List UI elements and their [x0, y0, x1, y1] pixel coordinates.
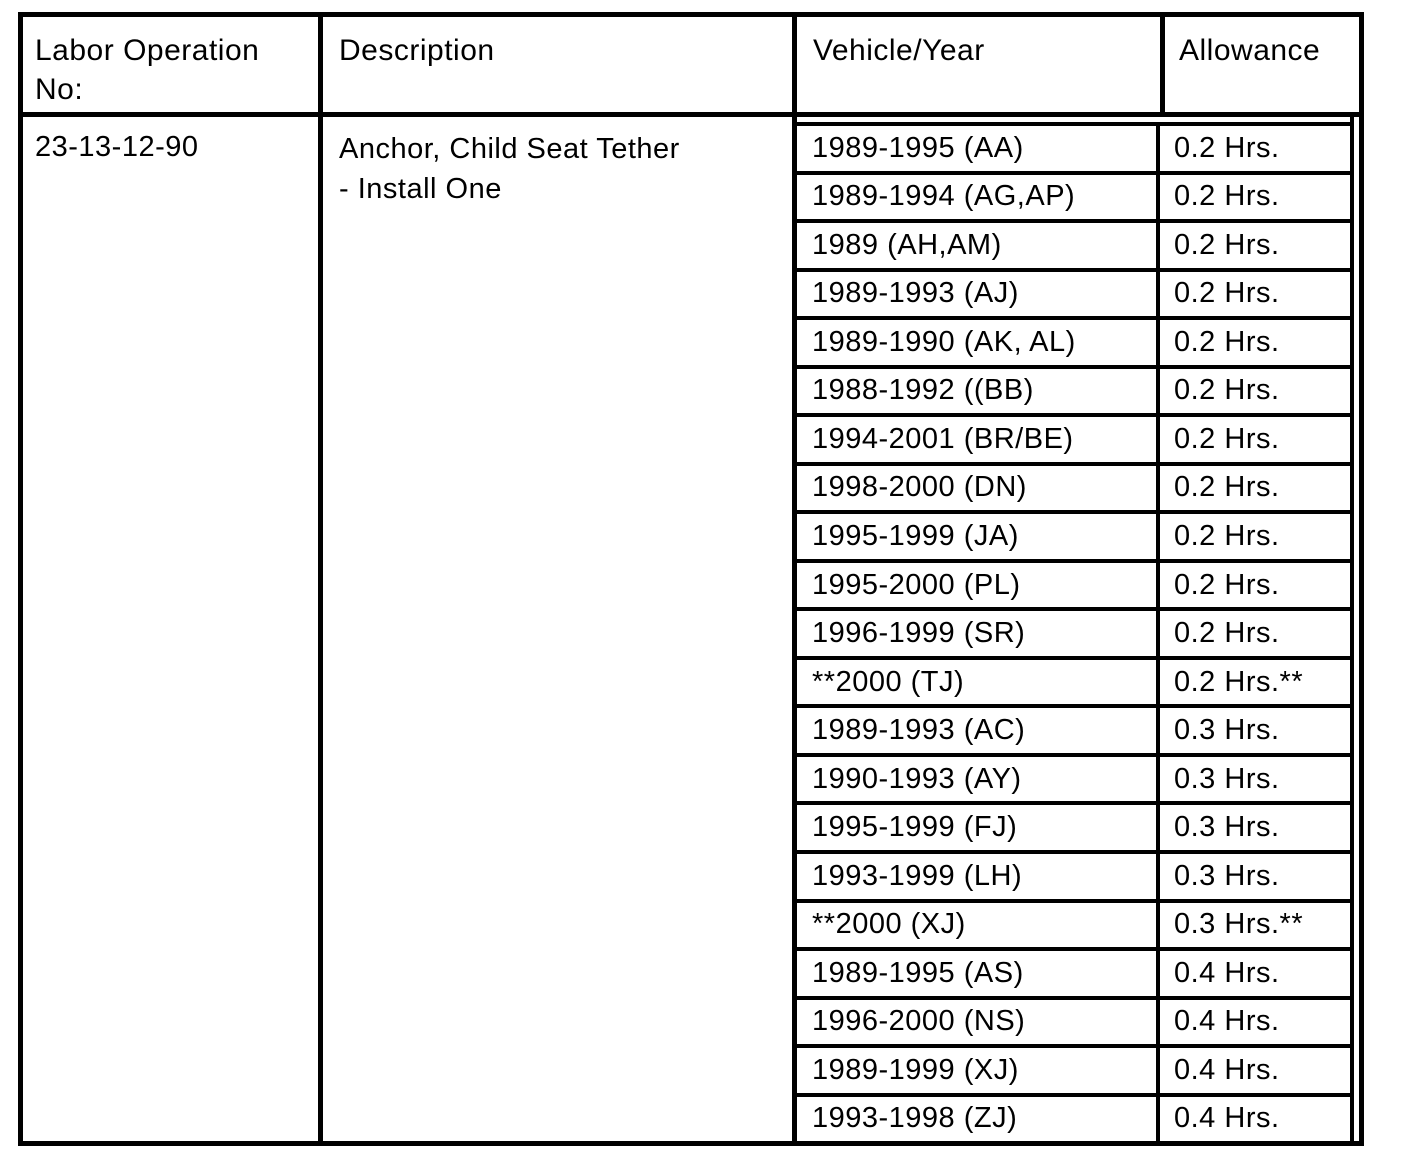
allowance-cell: 0.2 Hrs.: [1174, 228, 1280, 261]
table-row: 1989-1993 (AC) 0.3 Hrs.: [797, 708, 1350, 757]
allowance-cell: 0.4 Hrs.: [1174, 1053, 1280, 1086]
table-row: 1996-2000 (NS) 0.4 Hrs.: [797, 999, 1350, 1049]
table-row: 1989-1990 (AK, AL) 0.2 Hrs.: [797, 320, 1350, 369]
vehicle-year-cell: 1989-1995 (AS): [797, 951, 1160, 996]
header-labor-operation-no: Labor Operation No:: [23, 17, 323, 112]
vehicle-year-cell: 1988-1992 ((BB): [797, 368, 1160, 414]
vehicle-year-cell: 1989-1993 (AJ): [797, 271, 1160, 317]
vehicle-year-cell: 1989-1995 (AA): [797, 126, 1160, 171]
allowance-cell: 0.2 Hrs.: [1174, 131, 1280, 164]
header-vehicle-year: Vehicle/Year: [797, 17, 1165, 112]
allowance-cell: 0.4 Hrs.: [1174, 1005, 1280, 1038]
table-row: 1993-1998 (ZJ) 0.4 Hrs.: [797, 1096, 1350, 1142]
vehicle-year-cell: **2000 (TJ): [797, 659, 1160, 705]
description-line-1: Anchor, Child Seat Tether: [339, 133, 680, 165]
vehicle-year-cell: 1993-1999 (LH): [797, 853, 1160, 899]
table-row: 1990-1993 (AY) 0.3 Hrs.: [797, 756, 1350, 806]
vehicle-year-cell: 1989-1990 (AK, AL): [797, 320, 1160, 365]
allowance-cell: 0.2 Hrs.: [1174, 325, 1280, 358]
vehicle-year-cell: 1996-2000 (NS): [797, 999, 1160, 1045]
allowance-cell: 0.4 Hrs.: [1174, 1102, 1280, 1135]
vehicle-year-cell: 1995-2000 (PL): [797, 562, 1160, 608]
allowance-cell: 0.2 Hrs.: [1174, 617, 1280, 650]
table-row: 1998-2000 (DN) 0.2 Hrs.: [797, 465, 1350, 515]
allowance-cell: 0.3 Hrs.: [1174, 714, 1280, 747]
allowance-cell: 0.2 Hrs.: [1174, 374, 1280, 407]
vehicle-year-cell: 1998-2000 (DN): [797, 465, 1160, 511]
allowance-cell: 0.4 Hrs.: [1174, 956, 1280, 989]
labor-allowance-table: Labor Operation No: Description Vehicle/…: [18, 12, 1364, 1146]
table-row: 1994-2001 (BR/BE) 0.2 Hrs.: [797, 417, 1350, 466]
table-row: 1993-1999 (LH) 0.3 Hrs.: [797, 853, 1350, 903]
table-row: 1995-1999 (FJ) 0.3 Hrs.: [797, 805, 1350, 854]
allowance-cell: 0.2 Hrs.: [1174, 277, 1280, 310]
table-row: 1995-2000 (PL) 0.2 Hrs.: [797, 562, 1350, 612]
allowance-cell: 0.2 Hrs.: [1174, 520, 1280, 553]
allowance-cell: 0.3 Hrs.: [1174, 762, 1280, 795]
header-allowance: Allowance: [1179, 34, 1321, 67]
table-row: 1989-1993 (AJ) 0.2 Hrs.: [797, 271, 1350, 321]
vehicle-year-cell: 1989-1999 (XJ): [797, 1048, 1160, 1093]
allowance-cell: 0.3 Hrs.: [1174, 859, 1280, 892]
table-row: **2000 (XJ) 0.3 Hrs.**: [797, 902, 1350, 952]
allowance-cell: 0.3 Hrs.**: [1174, 908, 1304, 941]
table-header-row: Labor Operation No: Description Vehicle/…: [23, 17, 1359, 117]
allowance-cell: 0.2 Hrs.: [1174, 422, 1280, 455]
allowance-cell: 0.2 Hrs.: [1174, 568, 1280, 601]
vehicle-year-cell: 1995-1999 (FJ): [797, 805, 1160, 850]
table-row: 1995-1999 (JA) 0.2 Hrs.: [797, 514, 1350, 563]
table-row: 1989-1999 (XJ) 0.4 Hrs.: [797, 1048, 1350, 1097]
allowance-cell: 0.2 Hrs.**: [1174, 665, 1304, 698]
header-description: Description: [323, 17, 797, 112]
table-row: 1996-1999 (SR) 0.2 Hrs.: [797, 611, 1350, 660]
vehicle-rows: 1989-1995 (AA) 0.2 Hrs. 1989-1994 (AG,AP) 0…: [797, 117, 1354, 1142]
table-row: **2000 (TJ) 0.2 Hrs.**: [797, 659, 1350, 709]
table-row: 1989-1995 (AS) 0.4 Hrs.: [797, 951, 1350, 1000]
vehicle-year-cell: 1995-1999 (JA): [797, 514, 1160, 559]
vehicle-year-cell: 1989-1993 (AC): [797, 708, 1160, 753]
description-line-2: - Install One: [339, 173, 502, 205]
table-row: 1988-1992 ((BB) 0.2 Hrs.: [797, 368, 1350, 418]
description-cell: Anchor, Child Seat Tether - Install One: [323, 117, 797, 1141]
vehicle-year-cell: **2000 (XJ): [797, 902, 1160, 948]
vehicle-year-cell: 1996-1999 (SR): [797, 611, 1160, 656]
vehicle-year-cell: 1994-2001 (BR/BE): [797, 417, 1160, 462]
table-row: 1989 (AH,AM) 0.2 Hrs.: [797, 223, 1350, 272]
vehicle-year-cell: 1990-1993 (AY): [797, 756, 1160, 802]
vehicle-year-cell: 1989-1994 (AG,AP): [797, 174, 1160, 220]
vehicle-year-cell: 1993-1998 (ZJ): [797, 1096, 1160, 1142]
allowance-cell: 0.2 Hrs.: [1174, 471, 1280, 504]
table-body: 23-13-12-90 Anchor, Child Seat Tether - …: [23, 117, 1359, 1142]
table-row: 1989-1995 (AA) 0.2 Hrs.: [797, 122, 1350, 175]
labor-operation-no-cell: 23-13-12-90: [23, 117, 323, 1141]
table-row: 1989-1994 (AG,AP) 0.2 Hrs.: [797, 174, 1350, 224]
allowance-cell: 0.3 Hrs.: [1174, 811, 1280, 844]
allowance-cell: 0.2 Hrs.: [1174, 180, 1280, 213]
vehicle-year-cell: 1989 (AH,AM): [797, 223, 1160, 268]
